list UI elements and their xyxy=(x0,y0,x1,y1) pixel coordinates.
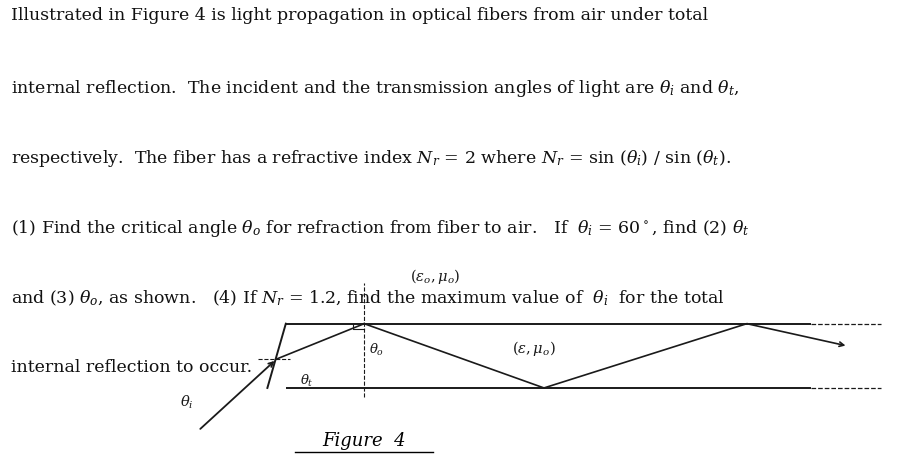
Text: $\theta_i$: $\theta_i$ xyxy=(180,394,194,411)
Text: $(\varepsilon, \mu_o)$: $(\varepsilon, \mu_o)$ xyxy=(512,338,555,357)
Text: respectively.  The fiber has a refractive index $N_r$ = 2 where $N_r$ = sin ($\t: respectively. The fiber has a refractive… xyxy=(11,148,731,169)
Text: Figure  4: Figure 4 xyxy=(323,432,406,450)
Text: $(\varepsilon_o, \mu_o)$: $(\varepsilon_o, \mu_o)$ xyxy=(410,267,460,286)
Text: Illustrated in Figure 4 is light propagation in optical fibers from air under to: Illustrated in Figure 4 is light propaga… xyxy=(11,7,708,24)
Text: and (3) $\theta_o$, as shown.   (4) If $N_r$ = 1.2, find the maximum value of  $: and (3) $\theta_o$, as shown. (4) If $N_… xyxy=(11,289,725,308)
Text: internal reflection.  The incident and the transmission angles of light are $\th: internal reflection. The incident and th… xyxy=(11,78,739,99)
Text: $\theta_t$: $\theta_t$ xyxy=(300,373,313,389)
Text: $\theta_o$: $\theta_o$ xyxy=(369,342,384,358)
Text: (1) Find the critical angle $\theta_o$ for refraction from fiber to air.   If  $: (1) Find the critical angle $\theta_o$ f… xyxy=(11,218,750,239)
Text: internal reflection to occur.: internal reflection to occur. xyxy=(11,359,253,377)
